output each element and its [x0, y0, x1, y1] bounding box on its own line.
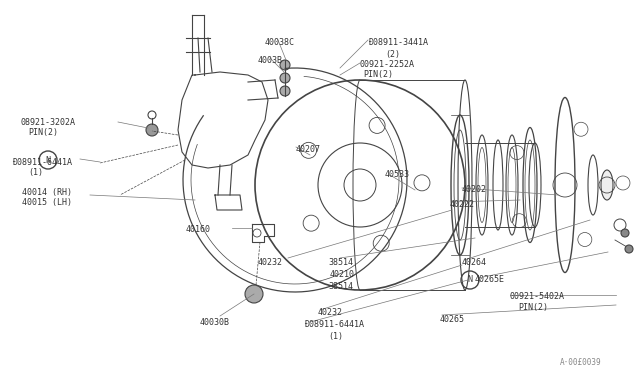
- Text: 40202: 40202: [462, 185, 487, 194]
- Text: N: N: [467, 276, 472, 285]
- Text: 40232: 40232: [258, 258, 283, 267]
- Text: 40030B: 40030B: [200, 318, 230, 327]
- Text: 40265: 40265: [440, 315, 465, 324]
- Circle shape: [146, 124, 158, 136]
- Text: (2): (2): [385, 50, 400, 59]
- Text: 08921-3202A: 08921-3202A: [20, 118, 75, 127]
- Text: A·00£0039: A·00£0039: [560, 358, 602, 367]
- Text: Ð08911-3441A: Ð08911-3441A: [368, 38, 428, 47]
- Text: 40533: 40533: [385, 170, 410, 179]
- Circle shape: [625, 245, 633, 253]
- Text: PIN(2): PIN(2): [518, 303, 548, 312]
- Ellipse shape: [601, 170, 613, 200]
- Text: PIN(2): PIN(2): [363, 70, 393, 79]
- Text: 40210: 40210: [330, 270, 355, 279]
- Text: 40207: 40207: [296, 145, 321, 154]
- Text: (1): (1): [328, 332, 343, 341]
- Text: 00921-2252A: 00921-2252A: [360, 60, 415, 69]
- Circle shape: [280, 60, 290, 70]
- Circle shape: [280, 73, 290, 83]
- Text: PIN(2): PIN(2): [28, 128, 58, 137]
- Text: 40222: 40222: [450, 200, 475, 209]
- Circle shape: [245, 285, 263, 303]
- Text: N: N: [45, 155, 51, 164]
- Text: 40264: 40264: [462, 258, 487, 267]
- Text: 38514: 38514: [328, 282, 353, 291]
- Text: 40232: 40232: [318, 308, 343, 317]
- Text: 38514: 38514: [328, 258, 353, 267]
- Text: 4003B: 4003B: [258, 56, 283, 65]
- Text: (1): (1): [28, 168, 43, 177]
- Text: Ð08911-6441A: Ð08911-6441A: [304, 320, 364, 329]
- Text: 40015 (LH): 40015 (LH): [22, 198, 72, 207]
- Text: Ð08911-6441A: Ð08911-6441A: [12, 158, 72, 167]
- Text: 00921-5402A: 00921-5402A: [510, 292, 565, 301]
- Circle shape: [621, 229, 629, 237]
- Text: 40265E: 40265E: [475, 275, 505, 284]
- Circle shape: [280, 86, 290, 96]
- Text: 40014 (RH): 40014 (RH): [22, 188, 72, 197]
- Text: 40160: 40160: [186, 225, 211, 234]
- Text: 40038C: 40038C: [265, 38, 295, 47]
